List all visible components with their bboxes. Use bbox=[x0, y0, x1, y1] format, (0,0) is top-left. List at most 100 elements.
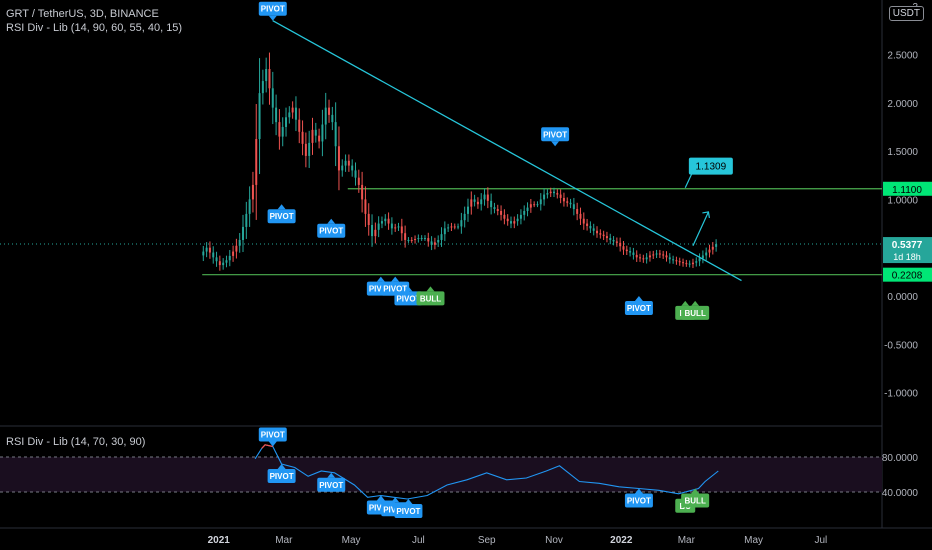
price-bull-marker bbox=[681, 305, 710, 320]
candle-body bbox=[648, 255, 651, 258]
currency-badge[interactable]: USDT bbox=[888, 6, 924, 21]
candle-body bbox=[242, 226, 245, 240]
candle-body bbox=[288, 112, 291, 118]
last-price-label: 0.5377 bbox=[892, 240, 923, 251]
candle-body bbox=[539, 199, 542, 205]
candle-body bbox=[549, 191, 552, 194]
rsi-tick-label: 80.0000 bbox=[882, 453, 919, 464]
level-price-label: 1.1100 bbox=[892, 185, 922, 196]
candle-body bbox=[572, 204, 575, 210]
candle-body bbox=[708, 249, 711, 253]
candle-body bbox=[536, 204, 539, 206]
candle-body bbox=[576, 209, 579, 214]
candle-body bbox=[450, 226, 453, 228]
candle-body bbox=[440, 234, 443, 240]
candle-body bbox=[334, 122, 337, 147]
candle-body bbox=[569, 202, 572, 205]
candle-body bbox=[367, 213, 370, 225]
time-tick-label: Mar bbox=[678, 535, 696, 546]
candle-body bbox=[473, 199, 476, 202]
candle-body bbox=[529, 204, 532, 208]
candle-body bbox=[400, 226, 403, 234]
price-marker-pointer bbox=[327, 218, 336, 224]
candle-body bbox=[612, 239, 615, 242]
candle-body bbox=[466, 206, 469, 214]
candle-body bbox=[705, 252, 708, 256]
price-marker-pointer bbox=[404, 286, 413, 292]
time-tick-label: Nov bbox=[545, 535, 563, 546]
candle-body bbox=[526, 207, 529, 211]
candle-body bbox=[493, 207, 496, 210]
rsi-pivot-marker bbox=[317, 477, 346, 492]
candle-body bbox=[691, 262, 694, 265]
candle-body bbox=[662, 254, 665, 256]
candle-body bbox=[202, 251, 205, 256]
candle-body bbox=[261, 81, 264, 94]
price-tick-label: -0.5000 bbox=[884, 340, 918, 351]
candle-body bbox=[357, 177, 360, 185]
candle-body bbox=[384, 218, 387, 222]
candle-body bbox=[685, 263, 688, 265]
candle-body bbox=[486, 194, 489, 201]
candle-body bbox=[225, 260, 228, 263]
candle-body bbox=[457, 226, 460, 228]
candle-body bbox=[414, 239, 417, 241]
price-marker-pointer bbox=[376, 276, 385, 282]
price-marker-pointer bbox=[391, 276, 400, 282]
price-pivot-marker bbox=[317, 223, 346, 238]
candle-body bbox=[668, 257, 671, 260]
price-marker-label: PIVOT bbox=[270, 212, 294, 221]
candle-body bbox=[218, 261, 221, 266]
candle-body bbox=[433, 242, 436, 245]
candle-body bbox=[337, 146, 340, 171]
candle-body bbox=[619, 242, 622, 247]
candle-body bbox=[374, 229, 377, 237]
descending-trendline bbox=[272, 20, 742, 282]
candle-body bbox=[341, 165, 344, 171]
candle-body bbox=[212, 252, 215, 258]
candle-body bbox=[215, 257, 218, 262]
candle-body bbox=[695, 261, 698, 263]
candle-body bbox=[328, 107, 331, 115]
candle-body bbox=[364, 199, 367, 214]
candle-body bbox=[509, 221, 512, 224]
candle-body bbox=[308, 142, 311, 156]
candle-body bbox=[294, 107, 297, 120]
candle-body bbox=[321, 124, 324, 142]
candle-body bbox=[688, 263, 691, 265]
candle-body bbox=[255, 139, 258, 185]
candle-body bbox=[519, 214, 522, 219]
candle-body bbox=[516, 218, 519, 222]
projection-arrow bbox=[692, 211, 709, 247]
candle-body bbox=[251, 184, 254, 200]
candle-body bbox=[480, 199, 483, 205]
projection-label-box bbox=[688, 157, 733, 175]
price-pivot-marker bbox=[267, 209, 296, 224]
candle-body bbox=[205, 247, 208, 252]
candle-body bbox=[235, 245, 238, 252]
price-marker-pointer bbox=[277, 204, 286, 210]
candle-body bbox=[678, 261, 681, 263]
candle-body bbox=[331, 114, 334, 123]
candle-body bbox=[275, 107, 278, 123]
rsi-tick-label: 40.0000 bbox=[882, 488, 919, 499]
time-tick-label: Mar bbox=[275, 535, 293, 546]
candle-body bbox=[427, 238, 430, 242]
price-marker-label: PIVOT bbox=[261, 5, 285, 14]
last-price-tag bbox=[883, 237, 932, 264]
candle-body bbox=[655, 253, 658, 255]
candle-body bbox=[523, 210, 526, 215]
candle-body bbox=[407, 239, 410, 241]
candle-body bbox=[314, 129, 317, 136]
candle-body bbox=[592, 228, 595, 231]
candle-body bbox=[622, 246, 625, 250]
candle-body bbox=[490, 200, 493, 208]
time-tick-label: 2021 bbox=[208, 535, 231, 546]
rsi-pivot-marker bbox=[624, 493, 653, 508]
rsi-marker-label: PIVOT bbox=[270, 472, 294, 481]
price-marker-pointer bbox=[551, 141, 560, 147]
price-marker-pointer bbox=[268, 15, 277, 21]
candle-body bbox=[503, 214, 506, 219]
candle-body bbox=[701, 255, 704, 259]
